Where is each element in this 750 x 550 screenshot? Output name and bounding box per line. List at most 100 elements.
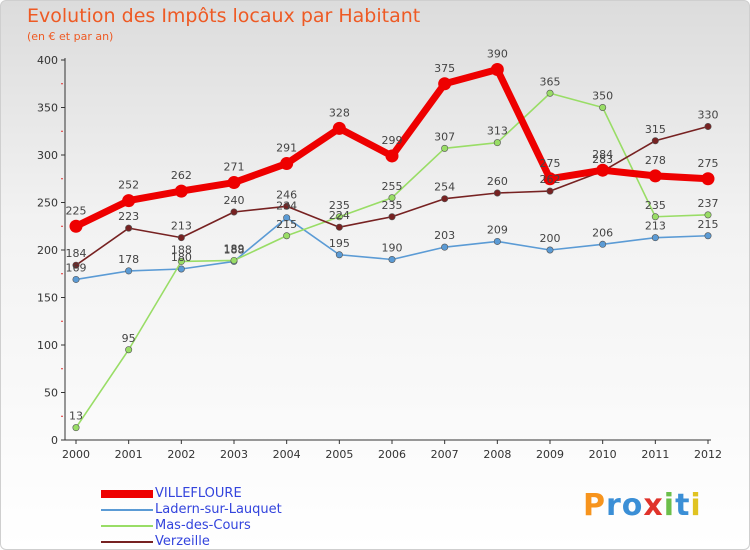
- data-label: 246: [276, 188, 297, 201]
- data-point: [122, 194, 136, 208]
- x-tick-label: 2010: [589, 448, 617, 461]
- x-tick-label: 2008: [483, 448, 511, 461]
- data-label: 328: [329, 106, 350, 119]
- logo-letter: t: [675, 488, 691, 523]
- y-tick-label: 150: [37, 292, 58, 305]
- x-tick-label: 2001: [115, 448, 143, 461]
- data-label: 262: [171, 169, 192, 182]
- data-point: [72, 275, 80, 283]
- data-point: [490, 63, 504, 76]
- y-tick-label: 250: [37, 197, 58, 210]
- data-point: [174, 184, 188, 198]
- data-label: 299: [382, 134, 403, 147]
- data-point: [332, 121, 346, 135]
- data-point: [546, 187, 554, 195]
- data-point: [596, 163, 610, 177]
- data-point: [493, 237, 501, 245]
- data-point: [388, 213, 396, 221]
- data-label: 350: [592, 90, 613, 103]
- logo-letter: o: [621, 488, 644, 523]
- legend-swatch: [101, 525, 153, 527]
- data-point: [177, 234, 185, 242]
- data-label: 278: [645, 154, 666, 167]
- data-label: 178: [118, 253, 139, 266]
- data-label: 315: [645, 123, 666, 136]
- data-point: [648, 169, 662, 183]
- legend-item: Ladern-sur-Lauquet: [101, 502, 361, 518]
- x-tick-label: 2003: [220, 448, 248, 461]
- data-label: 184: [66, 247, 87, 260]
- x-tick-label: 2009: [536, 448, 564, 461]
- y-tick-label: 400: [37, 54, 58, 67]
- data-label: 200: [540, 232, 561, 245]
- y-tick-label: 50: [44, 387, 58, 400]
- data-point: [704, 232, 712, 240]
- x-tick-label: 2000: [62, 448, 90, 461]
- proxiti-logo: Proxiti: [583, 488, 702, 523]
- data-point: [177, 257, 185, 265]
- logo-letter: i: [663, 488, 676, 523]
- data-point: [230, 256, 238, 264]
- data-label: 390: [487, 48, 508, 61]
- data-point: [493, 189, 501, 197]
- data-label: 195: [329, 237, 350, 250]
- data-label: 215: [276, 218, 297, 231]
- data-label: 235: [645, 199, 666, 212]
- data-label: 234: [276, 200, 297, 213]
- data-label: 365: [540, 75, 561, 88]
- y-tick-label: 350: [37, 102, 58, 115]
- data-point: [493, 139, 501, 147]
- y-tick-label: 300: [37, 149, 58, 162]
- data-point: [651, 137, 659, 145]
- data-point: [441, 195, 449, 203]
- data-label: 13: [69, 410, 83, 423]
- data-point: [701, 172, 715, 186]
- data-label: 271: [224, 161, 245, 174]
- data-point: [599, 104, 607, 112]
- x-tick-label: 2005: [325, 448, 353, 461]
- data-point: [599, 240, 607, 248]
- data-point: [280, 157, 294, 171]
- logo-letter: r: [606, 488, 622, 523]
- data-label: 188: [224, 243, 245, 256]
- data-point: [335, 251, 343, 259]
- legend-swatch: [101, 490, 153, 498]
- data-point: [651, 234, 659, 242]
- data-point: [388, 194, 396, 202]
- data-label: 169: [66, 261, 87, 274]
- data-point: [72, 261, 80, 269]
- x-tick-label: 2011: [641, 448, 669, 461]
- data-point: [651, 213, 659, 221]
- data-label: 223: [118, 210, 139, 223]
- data-point: [335, 213, 343, 221]
- data-point: [230, 208, 238, 216]
- x-tick-label: 2012: [694, 448, 722, 461]
- legend: VILLEFLOURE Ladern-sur-Lauquet Mas-des-Cou…: [101, 486, 361, 549]
- data-label: 206: [592, 226, 613, 239]
- data-label: 313: [487, 125, 508, 138]
- legend-swatch: [101, 509, 153, 511]
- data-label: 375: [434, 62, 455, 75]
- y-tick-label: 0: [51, 434, 58, 447]
- data-label: 255: [382, 180, 403, 193]
- data-label: 189: [224, 242, 245, 255]
- legend-item: Mas-des-Cours: [101, 518, 361, 534]
- chart-subtitle: (en € et par an): [27, 30, 114, 43]
- data-label: 330: [698, 109, 719, 122]
- data-point: [546, 246, 554, 254]
- data-point: [546, 89, 554, 97]
- data-point: [543, 172, 557, 186]
- x-tick-label: 2004: [273, 448, 301, 461]
- legend-label: Verzeille: [155, 534, 210, 549]
- data-point: [177, 265, 185, 273]
- data-point: [438, 77, 452, 91]
- data-point: [125, 224, 133, 232]
- logo-letter: x: [643, 488, 664, 523]
- data-point: [69, 219, 83, 233]
- data-label: 213: [645, 220, 666, 233]
- legend-item: VILLEFLOURE: [101, 486, 361, 502]
- data-point: [72, 424, 80, 432]
